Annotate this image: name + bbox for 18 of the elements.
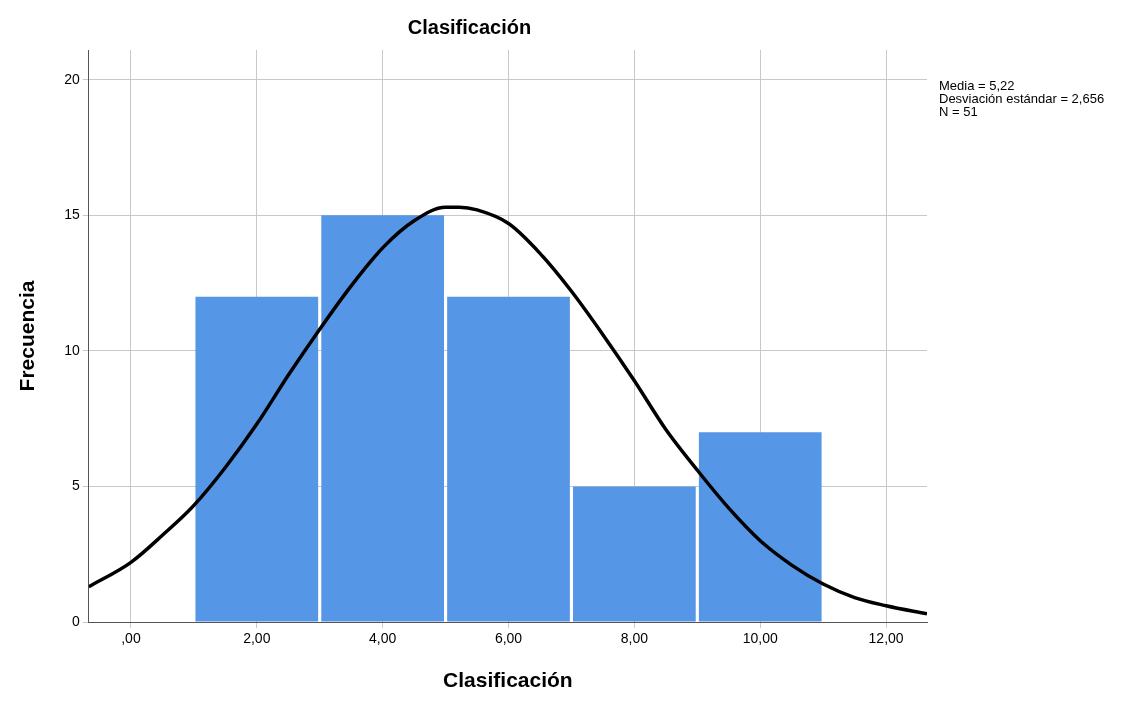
- y-axis-title: Frecuencia: [15, 280, 39, 392]
- y-tick-label: 15: [64, 206, 80, 223]
- x-tick-label: ,00: [121, 630, 141, 647]
- y-tick-label: 5: [71, 477, 80, 494]
- x-tick-label: 2,00: [243, 630, 271, 647]
- x-tick-label: 4,00: [369, 630, 397, 647]
- text: N = 51: [939, 104, 978, 120]
- chart-title: Clasificación: [407, 15, 532, 38]
- x-tick-label: 12,00: [868, 630, 904, 647]
- x-tick-label: 8,00: [620, 630, 649, 647]
- text: Desviación estándar = 2,656: [939, 91, 1105, 107]
- y-tick-label: 0: [71, 612, 80, 629]
- x-axis-title: Clasificación: [443, 668, 573, 692]
- x-tick-label: 10,00: [742, 630, 778, 647]
- x-tick-label: 6,00: [494, 630, 523, 647]
- y-tick-label: 20: [64, 70, 80, 87]
- text: Media = 5,22: [939, 78, 1015, 94]
- y-tick-label: 10: [64, 341, 80, 358]
